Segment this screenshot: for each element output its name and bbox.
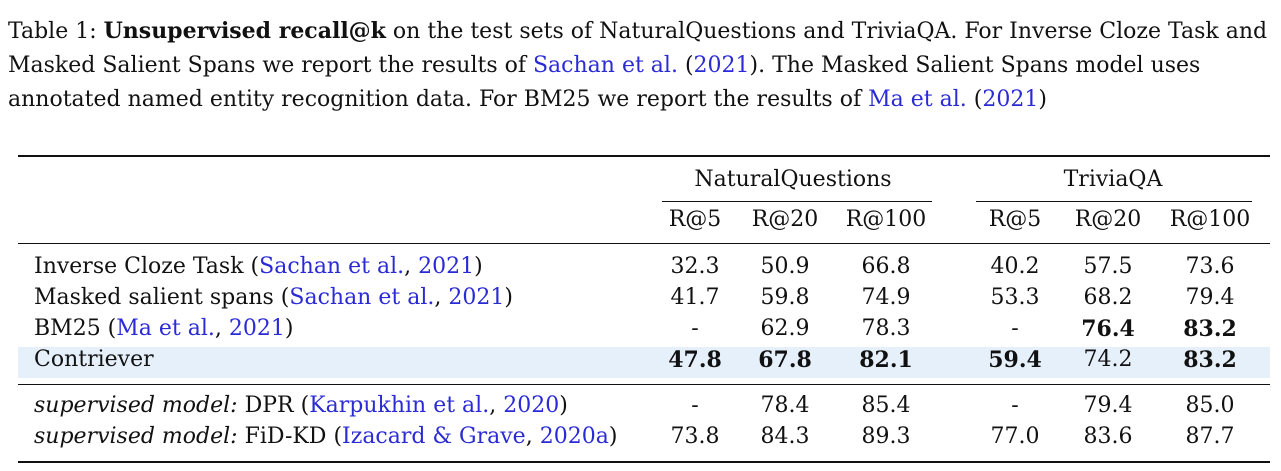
citation-link[interactable]: Izacard & Grave — [342, 424, 526, 449]
table-cell: 78.3 — [861, 316, 911, 341]
method-name: Masked salient spans — [34, 285, 274, 310]
caption-citation-link-2[interactable]: Ma et al. — [868, 87, 967, 112]
row-label: Inverse Cloze Task (Sachan et al., 2021) — [34, 254, 483, 279]
table-caption: Table 1: Unsupervised recall@k on the te… — [8, 14, 1270, 117]
table-cell-best: 82.1 — [859, 347, 913, 373]
table-cell: - — [691, 316, 699, 341]
table-cell: - — [1011, 393, 1019, 418]
citation-link[interactable]: Sachan et al. — [259, 254, 405, 279]
row-label: BM25 (Ma et al., 2021) — [34, 316, 294, 341]
nq-subrule — [662, 201, 932, 202]
table-cell: 79.4 — [1185, 285, 1235, 310]
table-cell-best: 67.8 — [758, 347, 812, 373]
table-cell: 40.2 — [990, 254, 1040, 279]
col-header: R@20 — [1074, 207, 1142, 232]
table-cell: 59.8 — [760, 285, 810, 310]
triviaqa-subrule — [976, 201, 1252, 202]
caption-paren: ) — [749, 53, 759, 78]
col-header: R@100 — [1169, 207, 1251, 232]
citation-link[interactable]: Sachan et al. — [289, 285, 435, 310]
bottom-rule — [18, 461, 1270, 463]
table-cell-best: 59.4 — [988, 347, 1042, 373]
table-cell: 87.7 — [1185, 424, 1235, 449]
citation-year[interactable]: 2021 — [228, 316, 285, 341]
table-cell: 73.6 — [1185, 254, 1235, 279]
group-header-triviaqa: TriviaQA — [1063, 167, 1163, 192]
table-cell-best: 83.2 — [1183, 347, 1237, 373]
table-cell: 50.9 — [760, 254, 810, 279]
caption-prefix: Table 1: — [8, 19, 104, 44]
row-label: supervised model: FiD-KD (Izacard & Grav… — [34, 424, 618, 449]
row-label-contriever: Contriever — [34, 347, 154, 372]
caption-paren: ( — [677, 53, 694, 78]
row-label: Masked salient spans (Sachan et al., 202… — [34, 285, 513, 310]
citation-year[interactable]: 2021 — [418, 254, 475, 279]
col-header: R@5 — [668, 207, 722, 232]
citation-year[interactable]: 2020 — [503, 393, 560, 418]
caption-text-1: on the test sets of NaturalQuestions and… — [8, 19, 1268, 78]
table-cell-best: 76.4 — [1081, 316, 1135, 342]
table-cell: 85.4 — [861, 393, 911, 418]
caption-bold: Unsupervised recall@k — [103, 18, 386, 44]
method-name: BM25 — [34, 316, 101, 341]
citation-link[interactable]: Karpukhin et al. — [309, 393, 490, 418]
caption-text-2: . The Masked Salient Spans model uses an… — [8, 53, 1201, 112]
supervised-rule — [18, 384, 1270, 385]
table-cell: - — [1011, 316, 1019, 341]
table-cell: 68.2 — [1083, 285, 1133, 310]
table-cell: 77.0 — [990, 424, 1040, 449]
top-rule — [18, 155, 1270, 157]
table-cell: 74.9 — [861, 285, 911, 310]
results-table: NaturalQuestions TriviaQA R@5 R@20 R@100… — [18, 155, 1270, 467]
table-cell: 84.3 — [760, 424, 810, 449]
col-header: R@20 — [751, 207, 819, 232]
header-rule — [18, 243, 1270, 244]
table-cell: 89.3 — [861, 424, 911, 449]
table-cell: 62.9 — [760, 316, 810, 341]
table-cell: 66.8 — [861, 254, 911, 279]
table-cell-best: 83.2 — [1183, 316, 1237, 342]
group-header-nq: NaturalQuestions — [694, 167, 892, 192]
col-header: R@5 — [988, 207, 1042, 232]
supervised-prefix: supervised model: — [34, 393, 238, 418]
table-cell: 53.3 — [990, 285, 1040, 310]
table-cell: 74.2 — [1083, 347, 1133, 372]
method-name: DPR — [244, 393, 294, 418]
table-cell: 85.0 — [1185, 393, 1235, 418]
table-cell: 32.3 — [670, 254, 720, 279]
row-label: supervised model: DPR (Karpukhin et al.,… — [34, 393, 568, 418]
caption-paren: ) — [1038, 87, 1047, 112]
col-header: R@100 — [845, 207, 927, 232]
table-cell: 41.7 — [670, 285, 720, 310]
table-cell: 73.8 — [670, 424, 720, 449]
table-cell: 83.6 — [1083, 424, 1133, 449]
table-cell: 79.4 — [1083, 393, 1133, 418]
table-cell: - — [691, 393, 699, 418]
citation-year[interactable]: 2021 — [448, 285, 505, 310]
caption-citation-year-1[interactable]: 2021 — [693, 53, 750, 78]
table-cell: 78.4 — [760, 393, 810, 418]
table-cell: 57.5 — [1083, 254, 1133, 279]
table-cell-best: 47.8 — [668, 347, 722, 373]
contriever-row-highlight — [18, 347, 1270, 378]
method-name: Inverse Cloze Task — [34, 254, 244, 279]
supervised-prefix: supervised model: — [34, 424, 238, 449]
citation-year[interactable]: 2020a — [539, 424, 609, 449]
caption-citation-link-1[interactable]: Sachan et al. — [532, 53, 678, 78]
caption-paren: ( — [966, 87, 983, 112]
caption-citation-year-2[interactable]: 2021 — [982, 87, 1039, 112]
method-name: FiD-KD — [244, 424, 327, 449]
citation-link[interactable]: Ma et al. — [116, 316, 215, 341]
